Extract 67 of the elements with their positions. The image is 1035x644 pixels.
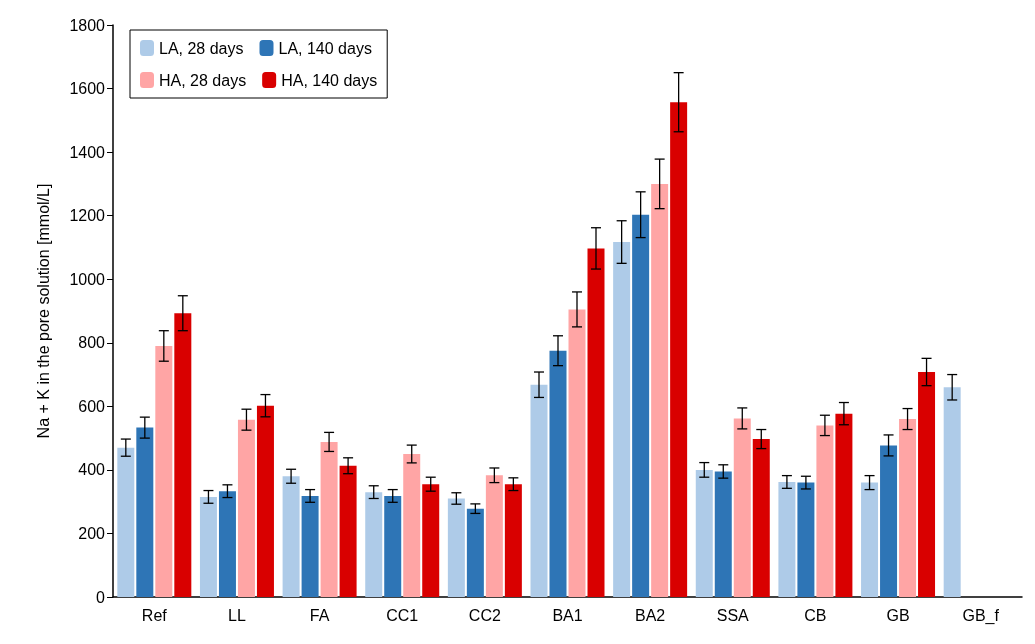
bar bbox=[880, 445, 898, 597]
x-tick-label: CC2 bbox=[468, 606, 501, 624]
bar bbox=[752, 439, 770, 597]
x-tick-label: BA1 bbox=[552, 606, 583, 624]
x-tick-label: CC1 bbox=[386, 606, 419, 624]
legend-label: LA, 140 days bbox=[278, 39, 372, 57]
bar bbox=[632, 214, 650, 597]
bar bbox=[835, 413, 853, 597]
bar bbox=[816, 425, 834, 597]
bar bbox=[301, 495, 319, 597]
bar bbox=[136, 427, 154, 597]
legend-label: HA, 28 days bbox=[159, 71, 247, 89]
x-tick-label: FA bbox=[309, 606, 330, 624]
bar bbox=[447, 498, 465, 597]
bar bbox=[733, 418, 751, 597]
x-tick-label: LL bbox=[228, 606, 246, 624]
y-tick-label: 800 bbox=[78, 334, 106, 352]
bar bbox=[943, 387, 961, 597]
bar bbox=[117, 447, 135, 597]
legend-label: HA, 140 days bbox=[281, 71, 378, 89]
x-tick-label: GB_f bbox=[962, 606, 1000, 625]
bar bbox=[422, 484, 440, 597]
bar bbox=[384, 495, 402, 597]
bar bbox=[339, 465, 357, 597]
bar bbox=[568, 309, 586, 597]
bar bbox=[861, 482, 879, 597]
y-tick-label: 400 bbox=[78, 461, 106, 479]
bar bbox=[256, 405, 274, 597]
y-tick-label: 0 bbox=[96, 588, 106, 606]
y-tick-label: 1000 bbox=[69, 270, 106, 288]
bar bbox=[174, 313, 192, 597]
bar bbox=[485, 475, 503, 597]
bar bbox=[218, 491, 236, 597]
bar bbox=[714, 471, 732, 597]
bar bbox=[778, 481, 796, 597]
bar bbox=[899, 419, 917, 597]
x-tick-label: GB bbox=[886, 606, 910, 624]
bar bbox=[403, 454, 421, 597]
y-tick-label: 1600 bbox=[69, 80, 106, 98]
bar bbox=[237, 419, 255, 597]
y-axis-title: Na + K in the pore solution [mmol/L] bbox=[34, 183, 52, 439]
bar bbox=[199, 496, 217, 597]
y-tick-label: 200 bbox=[78, 524, 106, 542]
x-tick-label: Ref bbox=[141, 606, 168, 624]
y-tick-label: 600 bbox=[78, 397, 106, 415]
bar bbox=[549, 350, 567, 597]
bar bbox=[670, 102, 688, 597]
x-tick-label: BA2 bbox=[635, 606, 666, 624]
bar bbox=[530, 384, 548, 597]
legend-label: LA, 28 days bbox=[159, 39, 244, 57]
y-tick-label: 1800 bbox=[69, 16, 106, 34]
bar bbox=[282, 476, 300, 597]
y-tick-label: 1400 bbox=[69, 143, 106, 161]
bar bbox=[320, 441, 338, 597]
bar bbox=[466, 508, 484, 597]
bar bbox=[651, 183, 669, 597]
bar bbox=[587, 248, 605, 597]
bar bbox=[613, 242, 631, 597]
bar bbox=[918, 372, 936, 597]
bar bbox=[504, 484, 522, 597]
x-tick-label: SSA bbox=[716, 606, 750, 624]
bar bbox=[365, 492, 383, 597]
x-tick-label: CB bbox=[804, 606, 827, 624]
bar bbox=[695, 469, 713, 597]
y-tick-label: 1200 bbox=[69, 207, 106, 225]
bar bbox=[155, 345, 173, 597]
bar bbox=[797, 482, 815, 597]
